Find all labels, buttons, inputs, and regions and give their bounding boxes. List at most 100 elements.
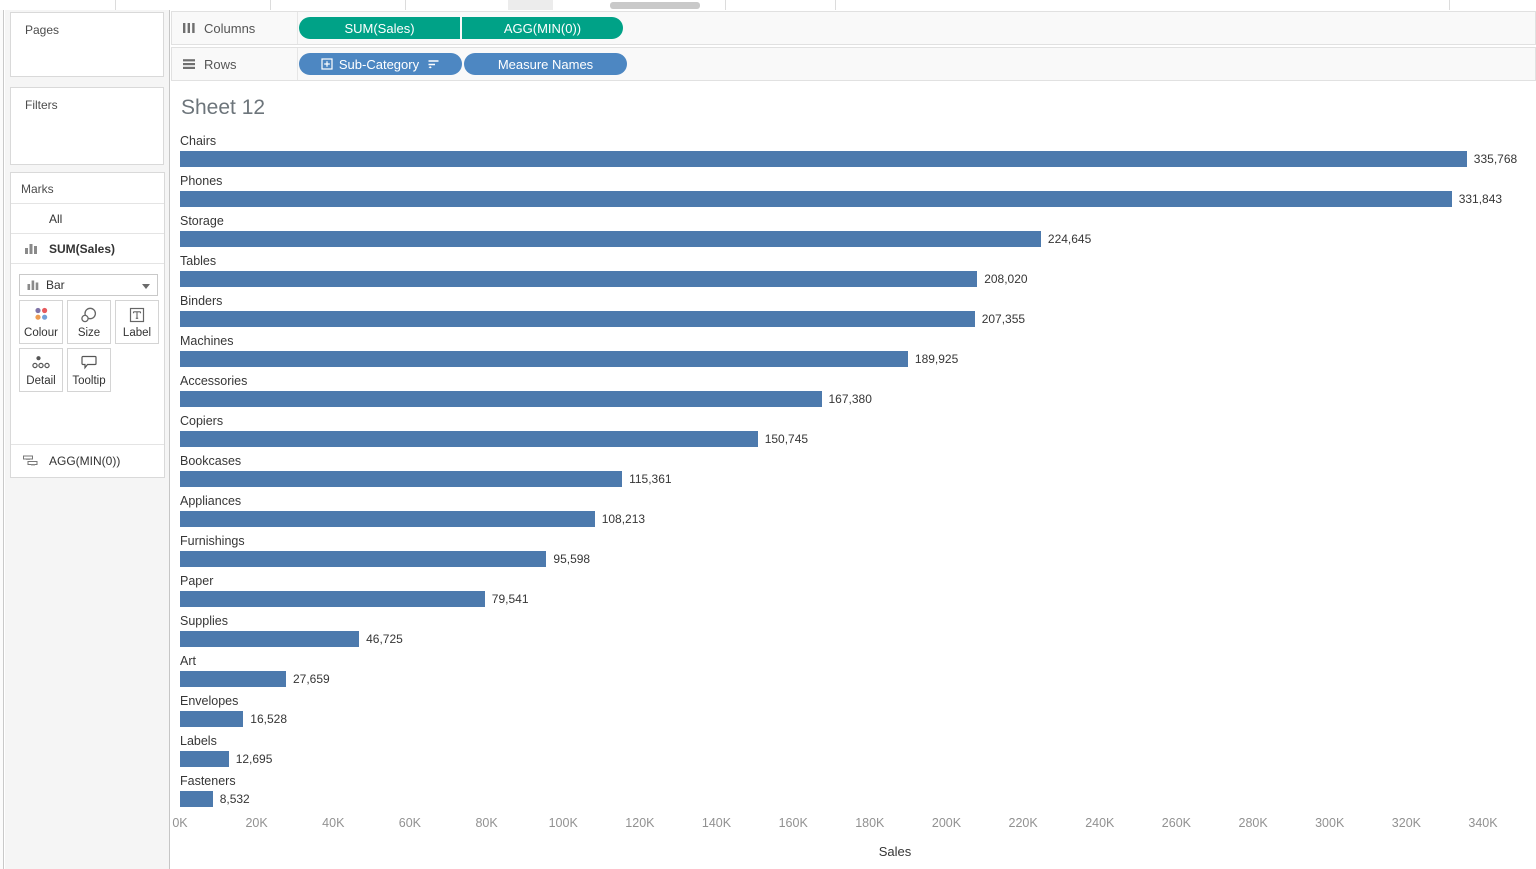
expand-icon <box>321 58 333 70</box>
bar[interactable] <box>180 151 1467 167</box>
sheet-title[interactable]: Sheet 12 <box>181 96 266 119</box>
category-label[interactable]: Binders <box>180 294 223 308</box>
pages-shelf[interactable]: Pages <box>10 12 164 77</box>
value-label: 224,645 <box>1047 232 1092 246</box>
bar[interactable] <box>180 711 244 727</box>
bar-row: Phones 331,843 <box>180 173 1527 213</box>
category-label[interactable]: Appliances <box>180 494 242 508</box>
value-label: 108,213 <box>601 512 646 526</box>
sort-descending-icon[interactable] <box>427 59 440 70</box>
size-icon <box>81 307 97 323</box>
sidebar: Pages Filters Marks All SUM(Sales) Bar <box>5 10 170 869</box>
category-label[interactable]: Bookcases <box>180 454 242 468</box>
bar[interactable] <box>180 431 758 447</box>
value-label: 27,659 <box>293 672 330 686</box>
bar-track: 331,843 <box>180 191 1527 207</box>
bar[interactable] <box>180 351 908 367</box>
pill-sub-category[interactable]: Sub-Category <box>299 53 462 75</box>
bar-track: 12,695 <box>180 751 1527 767</box>
pill-sum-sales-label: SUM(Sales) <box>344 20 415 36</box>
label-icon <box>129 307 145 323</box>
marks-tab-sum-sales[interactable]: SUM(Sales) <box>11 234 164 264</box>
category-label[interactable]: Copiers <box>180 414 224 428</box>
filters-shelf[interactable]: Filters <box>10 87 164 165</box>
category-label[interactable]: Art <box>180 654 196 668</box>
pill-measure-names[interactable]: Measure Names <box>464 53 627 75</box>
toolbar-divider <box>270 0 271 10</box>
bar[interactable] <box>180 311 975 327</box>
size-button[interactable]: Size <box>67 300 111 344</box>
bar-row: Supplies 46,725 <box>180 613 1527 653</box>
x-tick-label: 140K <box>701 816 732 830</box>
colour-button-label: Colour <box>24 327 58 339</box>
marks-card: Marks All SUM(Sales) Bar C <box>10 172 165 478</box>
rows-shelf-header: Rows <box>172 48 298 80</box>
bar[interactable] <box>180 391 822 407</box>
bar[interactable] <box>180 271 978 287</box>
category-label[interactable]: Fasteners <box>180 774 236 788</box>
category-label[interactable]: Supplies <box>180 614 228 628</box>
category-label[interactable]: Tables <box>180 254 217 268</box>
category-label[interactable]: Storage <box>180 214 224 228</box>
category-label[interactable]: Furnishings <box>180 534 245 548</box>
bar[interactable] <box>180 631 360 647</box>
bar-row: Paper 79,541 <box>180 573 1527 613</box>
bar[interactable] <box>180 591 485 607</box>
detail-icon <box>32 356 50 369</box>
marks-tab-all[interactable]: All <box>11 204 164 234</box>
bar[interactable] <box>180 511 595 527</box>
marks-tab-all-label: All <box>49 211 63 226</box>
bar-track: 46,725 <box>180 631 1527 647</box>
category-label[interactable]: Chairs <box>180 134 217 148</box>
bar-track: 108,213 <box>180 511 1527 527</box>
value-label: 208,020 <box>984 272 1028 286</box>
toolbar-strip <box>0 0 1536 11</box>
bar[interactable] <box>180 791 213 807</box>
bar-track: 16,528 <box>180 711 1527 727</box>
pill-agg-min[interactable]: AGG(MIN(0)) <box>462 17 623 39</box>
bar-track: 208,020 <box>180 271 1527 287</box>
colour-button[interactable]: Colour <box>19 300 63 344</box>
bar[interactable] <box>180 471 623 487</box>
rows-icon <box>182 58 196 70</box>
category-label[interactable]: Labels <box>180 734 217 748</box>
rows-shelf[interactable]: Rows Sub-Category Measure Names <box>171 47 1536 81</box>
bar[interactable] <box>180 231 1041 247</box>
bar-row: Appliances 108,213 <box>180 493 1527 533</box>
x-tick-label: 340K <box>1468 816 1498 830</box>
bar-track: 95,598 <box>180 551 1527 567</box>
tooltip-button[interactable]: Tooltip <box>67 348 111 392</box>
mark-type-dropdown[interactable]: Bar <box>19 274 158 296</box>
x-tick-label: 60K <box>398 816 422 830</box>
category-label[interactable]: Envelopes <box>180 694 239 708</box>
value-label: 150,745 <box>764 432 809 446</box>
x-axis[interactable]: 0K 20K 40K 60K 80K 100K 120K 140K 160K 180K 200K 22… <box>172 816 1527 832</box>
toolbar-divider <box>405 0 406 10</box>
x-axis-title: Sales <box>878 844 912 859</box>
bar[interactable] <box>180 751 229 767</box>
bar[interactable] <box>180 551 547 567</box>
bar-track: 8,532 <box>180 791 1527 807</box>
bar-row: Labels 12,695 <box>180 733 1527 773</box>
bar[interactable] <box>180 191 1452 207</box>
category-label[interactable]: Accessories <box>180 374 248 388</box>
x-tick-label: 220K <box>1008 816 1038 830</box>
category-label[interactable]: Paper <box>180 574 214 588</box>
detail-button[interactable]: Detail <box>19 348 63 392</box>
category-label[interactable]: Phones <box>180 174 223 188</box>
pill-sum-sales[interactable]: SUM(Sales) <box>299 17 460 39</box>
bar-track: 150,745 <box>180 431 1527 447</box>
category-label[interactable]: Machines <box>180 334 234 348</box>
x-tick-label: 320K <box>1391 816 1421 830</box>
marks-agg-min-field[interactable]: AGG(MIN(0)) <box>11 444 164 477</box>
x-tick-label: 200K <box>931 816 962 830</box>
x-tick-label: 300K <box>1315 816 1345 830</box>
pill-sub-category-label: Sub-Category <box>338 56 420 72</box>
label-button[interactable]: Label <box>115 300 159 344</box>
bar[interactable] <box>180 671 286 687</box>
x-tick-label: 280K <box>1238 816 1268 830</box>
columns-shelf[interactable]: Columns SUM(Sales) AGG(MIN(0)) <box>171 11 1536 45</box>
bar-row: Accessories 167,380 <box>180 373 1527 413</box>
value-label: 207,355 <box>981 312 1026 326</box>
